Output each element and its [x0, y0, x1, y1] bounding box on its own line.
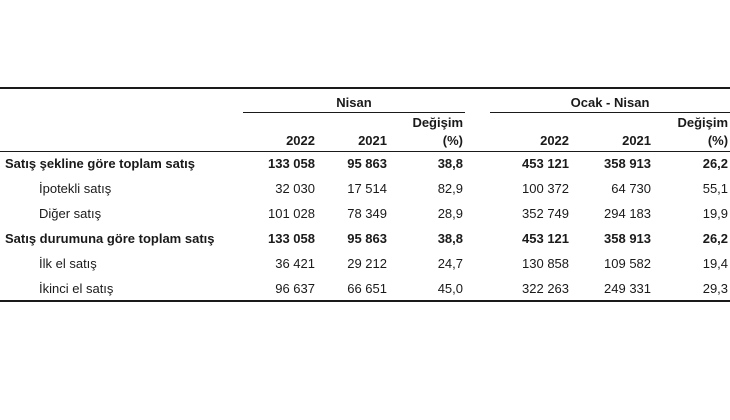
change-unit-nisan: (%): [389, 130, 466, 152]
table-cell: 64 730: [611, 181, 652, 196]
table-cell: 100 372: [522, 181, 570, 196]
table-cell: 29,3: [702, 280, 729, 296]
year-header-2021-ocak-nisan: 2021: [571, 130, 654, 152]
table-cell: 38,8: [437, 156, 464, 172]
table-cell: 78 349: [347, 206, 387, 221]
row-label: Diğer satış: [39, 206, 102, 221]
empty-cell: [490, 112, 571, 130]
table-cell: 36 421: [275, 256, 315, 271]
table-cell: 358 913: [604, 231, 652, 246]
table-cell: 82,9: [437, 181, 464, 196]
column-group-ocak-nisan: Ocak - Nisan: [490, 88, 730, 113]
table-row-first-hand-sales: İlk el satış 36 421 29 212 24,7 130 858 …: [0, 251, 730, 276]
empty-cell: [243, 112, 317, 130]
table-cell: 130 858: [522, 256, 570, 271]
table-row-other-sales: Diğer satış 101 028 78 349 28,9 352 749 …: [0, 201, 730, 226]
table-cell: 453 121: [522, 156, 570, 172]
year-header-row: 2022 2021 (%) 2022 2021 (%): [0, 130, 730, 152]
table-cell: 133 058: [268, 231, 315, 246]
column-gap: [465, 112, 490, 130]
table-cell: 294 183: [604, 206, 652, 221]
table-cell: 322 263: [522, 280, 570, 296]
table-cell: 358 913: [604, 156, 652, 172]
table-cell: 95 863: [347, 231, 387, 246]
empty-cell: [0, 130, 243, 152]
group-header-row: Nisan Ocak - Nisan: [0, 88, 730, 113]
column-gap: [465, 226, 490, 251]
table-cell: 66 651: [347, 280, 387, 296]
empty-cell: [317, 112, 389, 130]
table-row-mortgaged-sales: İpotekli satış 32 030 17 514 82,9 100 37…: [0, 176, 730, 201]
row-label: İkinci el satış: [39, 280, 114, 296]
column-gap: [465, 201, 490, 226]
column-group-nisan: Nisan: [243, 88, 466, 113]
table-cell: 29 212: [347, 256, 387, 271]
change-unit-ocak-nisan: (%): [653, 130, 730, 152]
table-cell: 96 637: [275, 280, 315, 296]
column-gap: [465, 88, 490, 112]
sales-statistics-table: Nisan Ocak - Nisan Değişim Değişim 2022 …: [0, 87, 730, 302]
table-cell: 133 058: [268, 156, 315, 172]
table-cell: 24,7: [437, 256, 464, 271]
table-cell: 453 121: [522, 231, 570, 246]
column-gap: [465, 151, 490, 176]
row-label: Satış durumuna göre toplam satış: [5, 231, 215, 246]
year-header-2021-nisan: 2021: [317, 130, 389, 152]
row-label: İlk el satış: [39, 256, 97, 271]
change-header-ocak-nisan: Değişim: [677, 115, 729, 130]
empty-cell: [571, 112, 653, 130]
table-row-second-hand-sales: İkinci el satış 96 637 66 651 45,0 322 2…: [0, 276, 730, 301]
column-gap: [465, 176, 490, 201]
table-cell: 26,2: [702, 156, 729, 172]
column-gap: [465, 276, 490, 301]
table-cell: 26,2: [702, 231, 729, 246]
column-gap: [465, 251, 490, 276]
year-header-2022-nisan: 2022: [243, 130, 317, 152]
table-cell: 45,0: [437, 280, 464, 296]
table-cell: 109 582: [604, 256, 652, 271]
table-cell: 101 028: [268, 206, 315, 221]
year-header-2022-ocak-nisan: 2022: [490, 130, 572, 152]
table-cell: 17 514: [347, 181, 387, 196]
column-gap: [465, 130, 491, 152]
row-label: İpotekli satış: [39, 181, 112, 196]
table-cell: 19,4: [702, 256, 729, 271]
table-cell: 19,9: [702, 206, 729, 221]
empty-cell: [0, 112, 243, 130]
row-label: Satış şekline göre toplam satış: [5, 156, 196, 172]
table-cell: 28,9: [437, 206, 464, 221]
change-header-row: Değişim Değişim: [0, 112, 730, 130]
empty-corner-cell: [0, 88, 243, 112]
change-header-nisan: Değişim: [412, 115, 464, 130]
table-cell: 38,8: [437, 231, 464, 246]
table-cell: 352 749: [522, 206, 570, 221]
table-cell: 95 863: [347, 156, 387, 172]
table-row-total-by-sale-type: Satış şekline göre toplam satış 133 058 …: [0, 151, 730, 176]
table-cell: 249 331: [604, 280, 652, 296]
table-cell: 32 030: [275, 181, 315, 196]
table-row-total-by-sale-status: Satış durumuna göre toplam satış 133 058…: [0, 226, 730, 251]
table-cell: 55,1: [702, 181, 729, 196]
